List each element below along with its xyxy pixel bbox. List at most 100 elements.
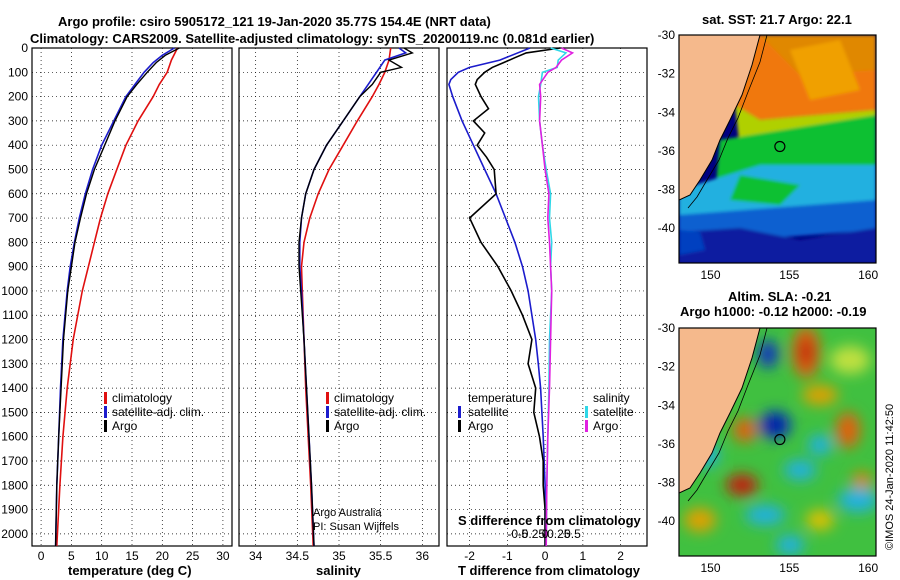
legend-swatch-argo — [104, 420, 107, 432]
sst-lat-tick-labels: -30 -32 -34 -36 -38 -40 — [658, 28, 676, 235]
lat-tick-label: -30 — [658, 321, 676, 335]
sst-map-field — [679, 35, 876, 263]
sla-map-title-line2: Argo h1000: -0.12 h2000: -0.19 — [680, 304, 866, 319]
salinity-tick-labels: 34 34.5 35 35.5 36 — [249, 549, 429, 563]
x-tick-label: -2 — [464, 549, 475, 563]
difference-panel: -2 -1 0 1 2 T difference from climatology S … — [446, 47, 648, 578]
temperature-xlabel: temperature (deg C) — [68, 563, 192, 578]
lon-tick-label: 150 — [701, 268, 721, 282]
credit-institution: Argo Australia — [313, 507, 382, 519]
y-tick-label: 1900 — [1, 503, 28, 517]
x-tick-label: 0 — [542, 549, 549, 563]
y-tick-label: 700 — [8, 211, 28, 225]
x-tick-label: 34 — [249, 549, 263, 563]
temperature-legend: climatology satellite-adj. clim. Argo — [104, 391, 204, 433]
s-tick-label: -0.5 — [507, 527, 528, 541]
x-tick-label: 35 — [332, 549, 346, 563]
lat-tick-label: -34 — [658, 398, 676, 412]
y-tick-label: 1500 — [1, 405, 28, 419]
y-tick-label: 2000 — [1, 527, 28, 541]
depth-tick-labels: 0 100 200 300 400 500 600 700 800 900 1000 1100 1200… — [1, 41, 28, 541]
salinity-xlabel: salinity — [316, 563, 362, 578]
lat-tick-label: -38 — [658, 476, 676, 490]
lat-tick-label: -36 — [658, 437, 676, 451]
y-tick-label: 0 — [21, 41, 28, 55]
sst-map: sat. SST: 21.7 Argo: 22.1 -30-32-34-36-3… — [658, 12, 879, 282]
y-tick-label: 1700 — [1, 454, 28, 468]
salinity-panel: 34 34.5 35 35.5 36 salinity climatology sate… — [238, 47, 440, 578]
y-tick-label: 800 — [8, 235, 28, 249]
lat-tick-label: -40 — [658, 514, 676, 528]
lon-tick-label: 155 — [779, 268, 799, 282]
sla-map: Altim. SLA: -0.21 Argo h1000: -0.12 h200… — [658, 289, 879, 575]
y-tick-label: 300 — [8, 114, 28, 128]
figure-title-line1: Argo profile: csiro 5905172_121 19-Jan-2… — [58, 14, 491, 29]
lat-tick-label: -30 — [658, 28, 676, 42]
legend-s-satellite: satellite — [593, 405, 634, 419]
s-tick-label: 0 — [542, 527, 549, 541]
y-tick-label: 1100 — [2, 308, 28, 322]
x-tick-label: 2 — [617, 549, 624, 563]
x-tick-label: 1 — [580, 549, 587, 563]
x-tick-label: 10 — [95, 549, 109, 563]
x-tick-label: 5 — [68, 549, 75, 563]
series-line-climatology — [56, 47, 179, 547]
sla-lon-tick-labels: 150 155 160 — [701, 561, 879, 575]
temperature-tick-labels: 0 5 10 15 20 25 30 — [38, 549, 230, 563]
lon-tick-label: 150 — [701, 561, 721, 575]
sla-map-title-line1: Altim. SLA: -0.21 — [728, 289, 831, 304]
x-tick-label: 25 — [186, 549, 200, 563]
t-difference-xlabel: T difference from climatology — [458, 563, 641, 578]
series-line-argo — [298, 47, 415, 547]
series-line-t-argo — [468, 47, 561, 546]
legend-satellite: satellite-adj. clim. — [334, 405, 426, 419]
s-tick-label: 0.5 — [564, 527, 581, 541]
temperature-panel: 0100200300400500600700800900100011001200… — [1, 41, 233, 578]
t-difference-tick-labels: -2 -1 0 1 2 — [464, 549, 624, 563]
legend-swatch-satellite — [104, 406, 107, 418]
x-tick-label: 35.5 — [369, 549, 393, 563]
sst-argo-marker — [774, 140, 786, 153]
difference-series — [448, 47, 575, 547]
x-tick-label: 0 — [38, 549, 45, 563]
salinity-grid — [239, 47, 439, 546]
y-tick-label: 600 — [8, 187, 28, 201]
legend-t-argo: Argo — [468, 419, 494, 433]
y-tick-label: 200 — [8, 90, 28, 104]
y-tick-label: 1600 — [1, 430, 28, 444]
x-tick-label: 30 — [216, 549, 230, 563]
legend-swatch-t-satellite — [458, 406, 461, 418]
sst-map-title: sat. SST: 21.7 Argo: 22.1 — [702, 12, 852, 27]
x-tick-label: 36 — [416, 549, 430, 563]
s-difference-title: S difference from climatology — [458, 513, 642, 528]
legend-climatology: climatology — [112, 391, 172, 405]
legend-salinity-title: salinity — [593, 391, 630, 405]
imos-credit: ©IMOS 24-Jan-2020 11:42:50 — [884, 404, 896, 550]
legend-satellite: satellite-adj. clim. — [112, 405, 204, 419]
legend-t-satellite: satellite — [468, 405, 509, 419]
legend-swatch-s-satellite — [585, 406, 588, 418]
series-line-argo — [54, 47, 180, 547]
legend-swatch-satellite — [326, 406, 329, 418]
lat-tick-label: -32 — [658, 360, 676, 374]
x-tick-label: 20 — [156, 549, 170, 563]
legend-climatology: climatology — [334, 391, 394, 405]
y-tick-label: 1200 — [1, 333, 28, 347]
legend-argo: Argo — [334, 419, 360, 433]
series-line-s-argo — [538, 47, 575, 547]
x-tick-label: -1 — [502, 549, 513, 563]
lat-tick-label: -38 — [658, 183, 676, 197]
lat-tick-label: -40 — [658, 221, 676, 235]
salinity-series — [298, 47, 415, 547]
temperature-grid — [32, 47, 232, 546]
credit-pi: PI: Susan Wijffels — [313, 521, 399, 533]
series-line-t-satellite — [448, 47, 546, 546]
sla-map-frame — [678, 327, 877, 557]
x-tick-label: 34.5 — [286, 549, 310, 563]
legend-swatch-climatology — [104, 392, 107, 404]
legend-s-argo: Argo — [593, 419, 619, 433]
sla-map-field — [679, 328, 876, 556]
legend-swatch-t-argo — [458, 420, 461, 432]
lon-tick-label: 155 — [779, 561, 799, 575]
